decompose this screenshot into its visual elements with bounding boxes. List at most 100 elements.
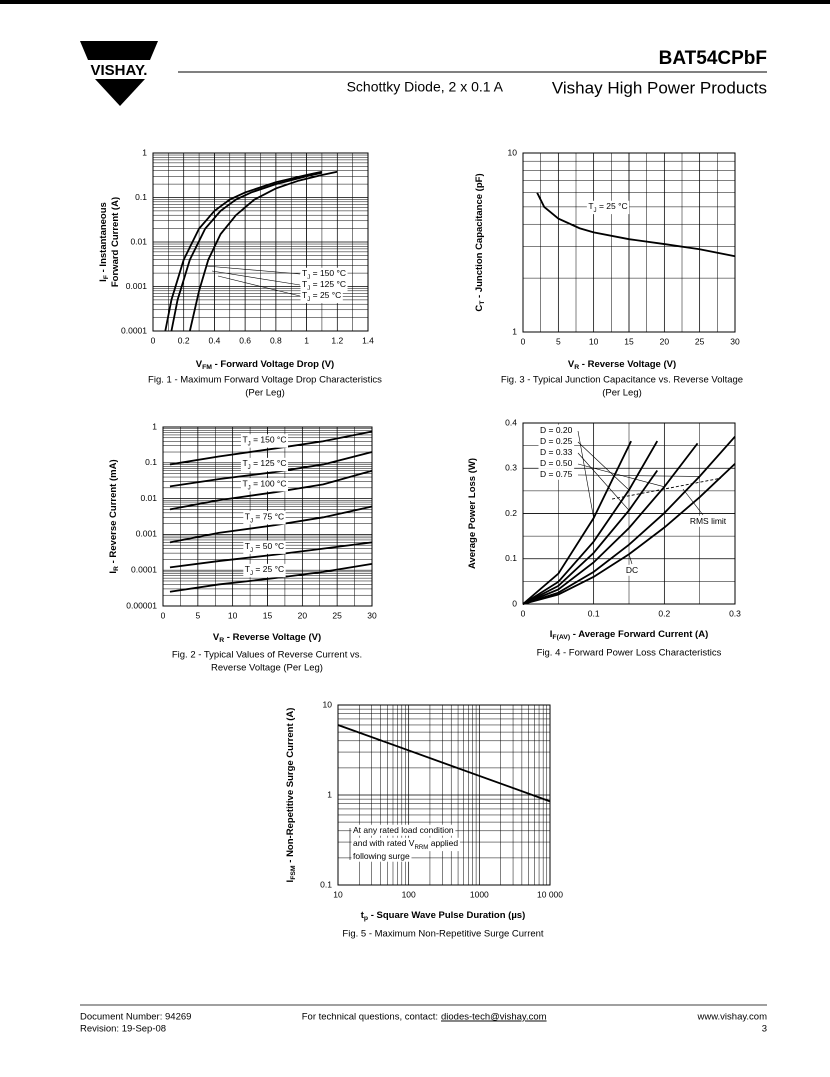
label-background bbox=[243, 540, 286, 554]
x-tick-label: 10 000 bbox=[537, 889, 563, 899]
figure-caption: (Per Leg) bbox=[245, 388, 285, 399]
series-label-part: T bbox=[242, 458, 247, 468]
y-axis-label-part: I bbox=[98, 279, 109, 282]
series-label: TJ = 150 °C bbox=[242, 435, 286, 447]
data-line bbox=[522, 442, 699, 605]
label-background bbox=[688, 515, 729, 527]
figure-caption: Fig. 2 - Typical Values of Reverse Curre… bbox=[172, 650, 362, 661]
series-label: TJ = 25 °C bbox=[302, 290, 341, 302]
series-label-part: = 75 °C bbox=[253, 512, 284, 522]
logo-triangle bbox=[95, 79, 145, 106]
series-label-part: = 150 °C bbox=[310, 268, 346, 278]
y-axis-label: IR - Reverse Current (mA) bbox=[108, 459, 120, 573]
y-tick-label: 1 bbox=[327, 789, 332, 799]
label-background bbox=[240, 478, 288, 492]
y-axis-label-part: R bbox=[113, 566, 120, 571]
label-background bbox=[240, 457, 288, 472]
y-tick-label: 0.01 bbox=[140, 493, 157, 503]
y-axis-label-part: F bbox=[103, 275, 110, 279]
label-background bbox=[538, 446, 575, 458]
y-tick-label: 0.001 bbox=[126, 281, 148, 291]
y-tick-label: 0 bbox=[512, 598, 517, 608]
series-label-part: = 50 °C bbox=[253, 541, 284, 551]
x-tick-label: 10 bbox=[333, 889, 343, 899]
series-label-part: J bbox=[250, 570, 253, 577]
x-tick-label: 20 bbox=[660, 336, 670, 346]
data-line bbox=[522, 440, 659, 605]
y-axis-label: IF - Instantaneous bbox=[98, 202, 110, 282]
email-link[interactable]: diodes-tech@vishay.com bbox=[441, 1012, 547, 1023]
series-label-part: J bbox=[594, 207, 597, 214]
doc-number: Document Number: 94269 bbox=[80, 1012, 191, 1023]
series-label: TJ = 25 °C bbox=[245, 564, 284, 576]
series-label: TJ = 150 °C bbox=[302, 268, 346, 280]
x-axis-label: VFM - Forward Voltage Drop (V) bbox=[196, 359, 334, 371]
data-line bbox=[164, 170, 323, 332]
x-axis-label-part: - Forward Voltage Drop (V) bbox=[212, 359, 334, 370]
x-tick-label: 0.3 bbox=[729, 608, 741, 618]
x-tick-label: 0 bbox=[161, 610, 166, 620]
x-tick-label: 1000 bbox=[470, 889, 489, 899]
series-label-part: T bbox=[302, 279, 307, 289]
series-label-part: J bbox=[307, 274, 310, 281]
x-tick-label: 10 bbox=[228, 610, 238, 620]
x-axis-label-part: I bbox=[550, 629, 553, 640]
y-axis-label-part: I bbox=[108, 571, 119, 574]
x-tick-label: 5 bbox=[195, 610, 200, 620]
figure-caption: Fig. 1 - Maximum Forward Voltage Drop Ch… bbox=[148, 375, 382, 386]
x-axis-label: VR - Reverse Voltage (V) bbox=[213, 632, 321, 644]
annotation-text: At any rated load condition bbox=[353, 825, 454, 835]
x-tick-label: 10 bbox=[589, 336, 599, 346]
figure-caption: Fig. 5 - Maximum Non-Repetitive Surge Cu… bbox=[342, 929, 544, 940]
y-tick-label: 0.2 bbox=[505, 508, 517, 518]
series-label-part: D = 0.50 bbox=[540, 458, 573, 468]
series-label-part: J bbox=[307, 285, 310, 292]
y-tick-label: 0.1 bbox=[320, 879, 332, 889]
y-tick-label: 0.1 bbox=[505, 553, 517, 563]
series-label: D = 0.33 bbox=[540, 447, 573, 457]
series-label-part: = 25 °C bbox=[253, 564, 284, 574]
series-label-part: T bbox=[242, 435, 247, 445]
x-tick-label: 0.8 bbox=[270, 335, 282, 345]
contact: For technical questions, contact: bbox=[302, 1012, 438, 1023]
figure-caption: Fig. 4 - Forward Power Loss Characterist… bbox=[537, 648, 722, 659]
y-tick-label: 10 bbox=[508, 147, 518, 157]
y-tick-label: 0.1 bbox=[135, 192, 147, 202]
y-axis-label-part: Forward Current (A) bbox=[110, 197, 121, 287]
x-axis-label-part: R bbox=[574, 364, 579, 371]
x-tick-label: 100 bbox=[402, 889, 416, 899]
y-axis-label: Forward Current (A) bbox=[110, 197, 121, 287]
x-tick-label: 20 bbox=[298, 610, 308, 620]
y-axis-label-part: C bbox=[474, 305, 485, 312]
series-label: D = 0.75 bbox=[540, 469, 573, 479]
x-axis-label-part: V bbox=[196, 359, 203, 370]
logo-band bbox=[80, 41, 158, 60]
series-label-part: J bbox=[250, 517, 253, 524]
annotation-text-part: RRM bbox=[414, 844, 428, 851]
label-background bbox=[351, 850, 412, 862]
annotation-text-part: applied bbox=[428, 838, 458, 848]
series-label-part: D = 0.25 bbox=[540, 436, 573, 446]
data-line bbox=[169, 541, 373, 569]
series-label-part: T bbox=[302, 290, 307, 300]
x-axis-label-part: - Reverse Voltage (V) bbox=[579, 359, 676, 370]
series-label: TJ = 100 °C bbox=[242, 479, 286, 491]
series-label: TJ = 125 °C bbox=[242, 458, 286, 470]
data-line bbox=[522, 440, 632, 605]
label-background bbox=[351, 837, 460, 852]
x-axis-label-part: F(AV) bbox=[552, 634, 570, 641]
x-tick-label: 0.1 bbox=[588, 608, 600, 618]
figure-caption: Reverse Voltage (Per Leg) bbox=[211, 663, 323, 674]
x-tick-label: 30 bbox=[730, 336, 740, 346]
x-tick-label: 25 bbox=[695, 336, 705, 346]
x-tick-label: 5 bbox=[556, 336, 561, 346]
series-label-part: T bbox=[245, 564, 250, 574]
x-axis-label-part: - Square Wave Pulse Duration (µs) bbox=[368, 910, 525, 921]
series-label-part: T bbox=[245, 512, 250, 522]
x-axis-label-part: V bbox=[568, 359, 575, 370]
label-background bbox=[538, 424, 575, 436]
x-axis-label-part: FM bbox=[202, 364, 212, 371]
y-tick-label: 1 bbox=[512, 326, 517, 336]
series-label: TJ = 50 °C bbox=[245, 541, 284, 553]
x-axis-label-part: - Reverse Voltage (V) bbox=[224, 632, 321, 643]
